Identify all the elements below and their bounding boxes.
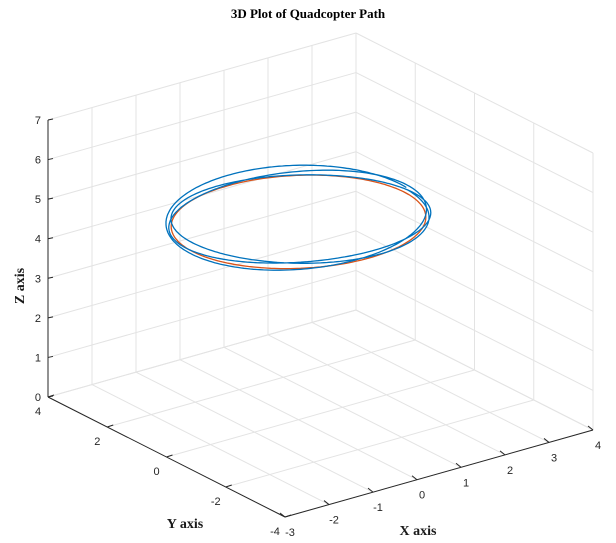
grid-line (47, 230, 357, 319)
z-tick-labels: 0 1 2 3 4 5 6 7 (35, 115, 54, 404)
grid-line (47, 32, 357, 121)
y-tick-label: 4 (35, 406, 41, 418)
z-tick-label: 6 (35, 155, 41, 167)
z-tick-mark (47, 118, 54, 121)
y-tick-mark (284, 514, 292, 518)
x-tick-mark (323, 500, 330, 505)
x-tick-labels: -3 -2 -1 0 1 2 3 4 (279, 425, 601, 539)
z-tick-mark (47, 237, 54, 240)
y-tick-mark (107, 424, 114, 428)
grid-line (166, 369, 475, 458)
grid-line (107, 339, 416, 428)
grid-line (355, 32, 594, 154)
grid-line (47, 309, 357, 398)
x-axis-label: X axis (400, 524, 438, 539)
x-tick-label: 2 (507, 465, 513, 477)
grid-line (47, 190, 357, 279)
grid-line (47, 269, 357, 358)
x-tick-label: -3 (285, 527, 295, 539)
z-tick-label: 3 (35, 273, 41, 285)
x-tick-label: 1 (463, 477, 469, 489)
axes-frame (47, 120, 594, 518)
z-tick-label: 2 (35, 313, 41, 325)
y-tick-labels: -4 -2 0 2 4 (35, 394, 292, 538)
grid-line (225, 399, 534, 488)
chart-title: 3D Plot of Quadcopter Path (231, 6, 386, 21)
grid-line (355, 190, 594, 312)
grid-line (355, 72, 594, 194)
z-tick-label: 4 (35, 234, 41, 246)
y-tick-mark (225, 484, 232, 488)
x-axis-line (284, 429, 594, 518)
y-tick-label: -2 (211, 496, 221, 508)
x-tick-mark (499, 450, 506, 456)
x-tick-mark (279, 512, 286, 518)
x-tick-mark (367, 487, 374, 493)
x-tick-label: -2 (329, 515, 339, 527)
z-tick-mark (47, 316, 54, 319)
path-series (165, 164, 432, 271)
x-tick-label: 0 (419, 490, 425, 502)
y-tick-mark (47, 394, 55, 398)
grid-line (355, 111, 594, 233)
y-tick-label: 2 (94, 436, 100, 448)
grid-line (47, 111, 357, 200)
x-tick-mark (543, 438, 550, 443)
y-tick-label: 0 (153, 466, 159, 478)
z-tick-mark (47, 276, 54, 279)
y-tick-label: -4 (270, 526, 280, 538)
x-tick-label: 4 (595, 440, 601, 452)
x-tick-label: 3 (551, 452, 557, 464)
path-series-2 (165, 164, 432, 271)
x-tick-label: -1 (373, 502, 383, 514)
grid-lines (47, 32, 594, 518)
z-tick-mark (47, 158, 54, 161)
grid-line (355, 309, 594, 431)
x-tick-mark (587, 425, 594, 431)
grid-line (355, 151, 594, 273)
z-tick-label: 1 (35, 352, 41, 364)
grid-line (355, 230, 594, 352)
z-tick-label: 7 (35, 115, 41, 127)
y-tick-mark (166, 454, 173, 458)
x-tick-mark (411, 475, 418, 481)
z-axis-label: Z axis (13, 267, 28, 304)
grid-line (47, 72, 357, 161)
z-tick-label: 5 (35, 194, 41, 206)
z-tick-mark (47, 197, 54, 200)
grid-line (355, 269, 594, 391)
z-tick-mark (47, 355, 54, 358)
x-tick-mark (455, 462, 462, 468)
y-axis-label: Y axis (167, 517, 204, 532)
z-tick-label: 0 (35, 392, 41, 404)
